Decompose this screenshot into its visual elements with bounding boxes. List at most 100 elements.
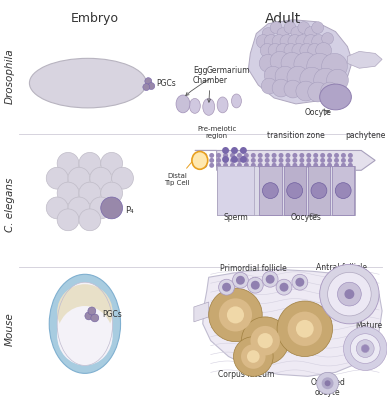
Circle shape — [209, 158, 214, 163]
Circle shape — [237, 163, 242, 168]
Circle shape — [308, 44, 322, 57]
Polygon shape — [203, 269, 382, 376]
Circle shape — [272, 34, 286, 48]
Circle shape — [341, 163, 346, 168]
Circle shape — [312, 22, 324, 34]
Circle shape — [209, 163, 214, 168]
Circle shape — [264, 66, 282, 84]
Ellipse shape — [320, 84, 351, 110]
Circle shape — [216, 163, 221, 168]
Text: PGCs: PGCs — [156, 79, 176, 88]
Circle shape — [320, 158, 325, 163]
Circle shape — [307, 53, 333, 79]
Circle shape — [112, 167, 133, 189]
Circle shape — [320, 153, 325, 158]
Circle shape — [280, 34, 294, 48]
Circle shape — [265, 153, 269, 158]
Circle shape — [344, 327, 387, 370]
Circle shape — [278, 158, 284, 163]
Circle shape — [261, 78, 277, 94]
Circle shape — [240, 147, 247, 154]
Circle shape — [317, 372, 339, 394]
Circle shape — [79, 182, 101, 204]
Text: transition zone: transition zone — [267, 130, 325, 140]
Circle shape — [356, 340, 374, 358]
Circle shape — [270, 52, 290, 71]
Circle shape — [46, 167, 68, 189]
Text: Mouse: Mouse — [5, 312, 14, 346]
Circle shape — [322, 32, 333, 44]
Circle shape — [262, 183, 278, 198]
Circle shape — [327, 153, 332, 158]
Circle shape — [284, 44, 298, 57]
Ellipse shape — [176, 95, 190, 113]
Polygon shape — [259, 166, 282, 215]
Circle shape — [292, 163, 298, 168]
Circle shape — [300, 163, 304, 168]
Circle shape — [265, 163, 269, 168]
Circle shape — [262, 28, 274, 40]
Circle shape — [57, 209, 79, 231]
Circle shape — [258, 158, 263, 163]
Circle shape — [223, 158, 228, 163]
Polygon shape — [284, 166, 306, 215]
Circle shape — [314, 68, 337, 92]
Circle shape — [300, 44, 314, 57]
Circle shape — [256, 34, 270, 48]
Circle shape — [281, 52, 303, 74]
Circle shape — [308, 82, 328, 102]
Text: Embryo: Embryo — [71, 12, 119, 25]
Circle shape — [296, 34, 310, 48]
Circle shape — [244, 163, 249, 168]
Circle shape — [313, 163, 318, 168]
Circle shape — [322, 377, 333, 389]
Circle shape — [145, 78, 152, 84]
Circle shape — [277, 301, 333, 356]
Ellipse shape — [192, 152, 208, 169]
Text: Oocytes: Oocytes — [291, 213, 321, 222]
Polygon shape — [217, 166, 254, 215]
Circle shape — [276, 279, 292, 295]
Circle shape — [266, 275, 275, 284]
Circle shape — [148, 83, 155, 90]
Ellipse shape — [232, 94, 241, 108]
Circle shape — [101, 182, 122, 204]
Circle shape — [143, 84, 150, 90]
Circle shape — [57, 152, 79, 174]
Circle shape — [216, 158, 221, 163]
Circle shape — [334, 158, 339, 163]
Circle shape — [236, 276, 245, 285]
Polygon shape — [195, 150, 375, 170]
Circle shape — [251, 158, 256, 163]
Circle shape — [240, 156, 247, 163]
Ellipse shape — [217, 97, 228, 113]
Circle shape — [244, 158, 249, 163]
Ellipse shape — [57, 284, 113, 340]
Text: Corpus luteum: Corpus luteum — [218, 358, 275, 379]
Circle shape — [275, 66, 295, 86]
Circle shape — [247, 277, 263, 293]
Circle shape — [231, 147, 238, 154]
Text: Germarium: Germarium — [186, 66, 250, 96]
Circle shape — [327, 158, 332, 163]
Circle shape — [292, 153, 298, 158]
Circle shape — [230, 153, 235, 158]
Ellipse shape — [190, 98, 200, 113]
Circle shape — [335, 183, 351, 198]
Circle shape — [68, 167, 90, 189]
Text: P₄: P₄ — [126, 206, 134, 215]
Circle shape — [348, 153, 353, 158]
Circle shape — [292, 274, 308, 290]
Circle shape — [306, 158, 311, 163]
Circle shape — [337, 282, 361, 306]
Circle shape — [348, 163, 353, 168]
Circle shape — [57, 182, 79, 204]
Text: Ovulated
oocyte: Ovulated oocyte — [310, 378, 345, 397]
Circle shape — [284, 22, 296, 34]
Circle shape — [264, 34, 278, 48]
Circle shape — [222, 156, 229, 163]
Circle shape — [296, 81, 316, 101]
Circle shape — [327, 163, 332, 168]
Circle shape — [79, 152, 101, 174]
Circle shape — [276, 44, 290, 57]
